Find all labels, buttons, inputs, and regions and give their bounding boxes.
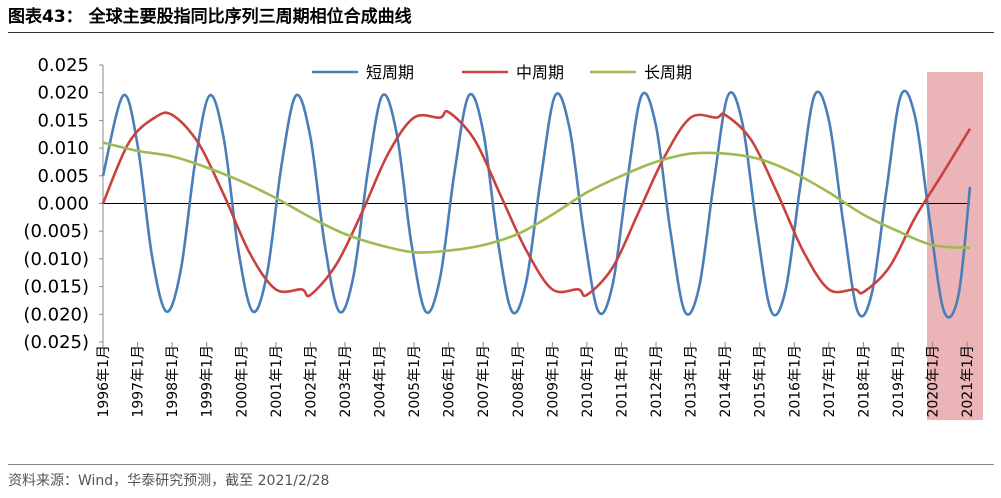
series-line-1 [101, 89, 972, 319]
x-tick-label: 2021年1月 [960, 345, 976, 418]
x-tick-label: 2010年1月 [580, 345, 596, 418]
y-tick-label: 0.020 [37, 83, 89, 104]
source-divider [8, 464, 994, 465]
series-line-2 [101, 109, 972, 298]
x-tick-label: 2019年1月 [891, 345, 907, 418]
x-tick-label: 2003年1月 [338, 345, 354, 418]
y-tick-label: 0.005 [37, 166, 89, 187]
x-tick-label: 2015年1月 [753, 345, 769, 418]
series-layer [101, 89, 972, 319]
legend-label-1: 短周期 [366, 63, 414, 82]
x-tick-label: 1999年1月 [200, 345, 216, 418]
x-tick-label: 2006年1月 [442, 345, 458, 418]
source-note: 资料来源：Wind，华泰研究预测，截至 2021/2/28 [8, 473, 330, 489]
x-tick-label: 2014年1月 [718, 345, 734, 418]
x-tick-label: 2011年1月 [614, 345, 630, 418]
x-tick-label: 2020年1月 [926, 345, 942, 418]
y-tick-label: (0.025) [23, 332, 89, 353]
x-tick-label: 2012年1月 [649, 345, 665, 418]
legend-label-2: 中周期 [516, 63, 564, 82]
x-tick-label: 2009年1月 [545, 345, 561, 418]
x-tick-label: 2007年1月 [476, 345, 492, 418]
legend-label-3: 长周期 [644, 63, 692, 82]
x-tick-label: 2005年1月 [407, 345, 423, 418]
y-tick-label: 0.025 [37, 55, 89, 76]
y-tick-label: 0.000 [37, 194, 89, 215]
axis-layer: 0.025 0.020 0.015 0.010 0.005 0.000 (0.005) (0.… [23, 55, 976, 418]
x-tick-label: 1996年1月 [96, 345, 112, 418]
legend: 短周期 中周期 长周期 [312, 63, 692, 82]
x-tick-label: 2008年1月 [511, 345, 527, 418]
x-tick-label: 2016年1月 [787, 345, 803, 418]
x-tick-label: 2002年1月 [303, 345, 319, 418]
x-tick-label: 2017年1月 [822, 345, 838, 418]
figure-title: 图表43： 全球主要股指同比序列三周期相位合成曲线 [8, 7, 412, 27]
y-tick-label: 0.015 [37, 110, 89, 131]
y-tick-label: (0.015) [23, 277, 89, 298]
y-tick-label: (0.010) [23, 249, 89, 270]
title-divider [8, 32, 994, 33]
x-tick-label: 2018年1月 [856, 345, 872, 418]
series-line-3 [102, 141, 971, 254]
x-tick-label: 2013年1月 [684, 345, 700, 418]
x-tick-label: 1997年1月 [131, 345, 147, 418]
x-tick-label: 2004年1月 [373, 345, 389, 418]
y-tick-label: 0.010 [37, 138, 89, 159]
y-tick-label: (0.005) [23, 221, 89, 242]
y-tick-label: (0.020) [23, 304, 89, 325]
x-tick-label: 2000年1月 [234, 345, 250, 418]
x-tick-label: 2001年1月 [269, 345, 285, 418]
x-tick-label: 1998年1月 [165, 345, 181, 418]
